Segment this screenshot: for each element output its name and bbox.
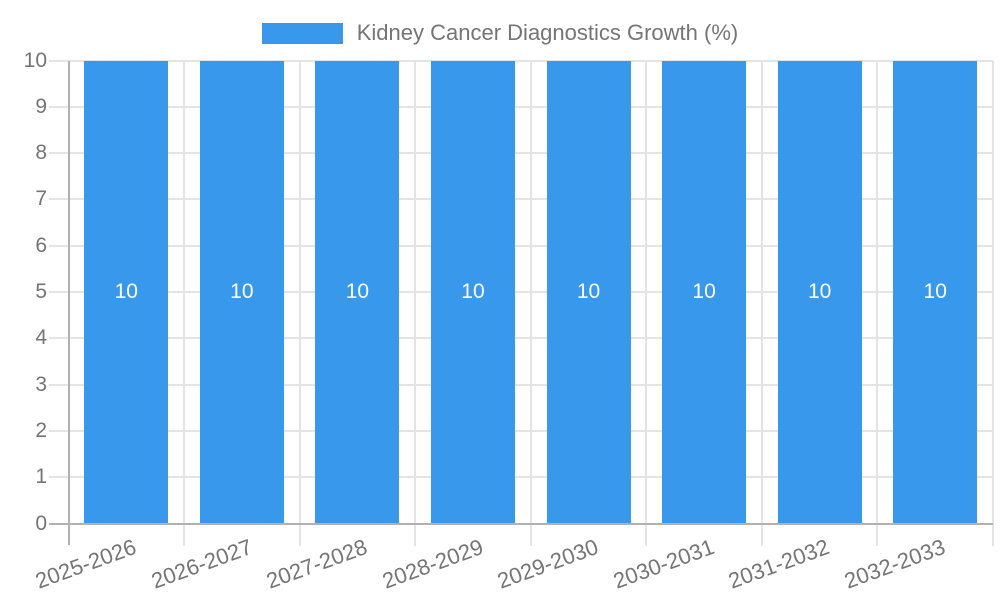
y-tick-label: 9 xyxy=(35,94,47,118)
gridline-y xyxy=(48,383,993,386)
y-tick-label: 4 xyxy=(35,326,47,350)
x-axis-tick xyxy=(529,523,532,546)
x-category-label: 2031-2032 xyxy=(725,534,833,594)
x-axis-tick xyxy=(414,523,417,546)
y-tick-label: 5 xyxy=(35,280,47,303)
bar-value-label: 10 xyxy=(345,280,370,303)
y-axis-line xyxy=(67,60,70,545)
y-tick-label: 6 xyxy=(35,233,47,257)
bar-value-label: 10 xyxy=(461,280,485,303)
bar-value-label: 10 xyxy=(230,280,254,303)
bar-value-label: 10 xyxy=(692,280,716,303)
gridline-y xyxy=(48,105,993,108)
legend-label: Kidney Cancer Diagnostics Growth (%) xyxy=(356,20,739,45)
gridline-y xyxy=(48,152,993,155)
gridline-y xyxy=(48,59,993,62)
gridline-y xyxy=(48,337,993,340)
gridline-y xyxy=(48,244,993,247)
x-category-label: 2026-2027 xyxy=(147,534,256,594)
x-category-label: 2032-2033 xyxy=(841,534,949,594)
gridline-x-boundary xyxy=(529,60,532,524)
x-axis-line xyxy=(48,522,993,525)
gridline-x-boundary xyxy=(876,60,879,524)
bar[interactable] xyxy=(84,60,169,524)
bar[interactable] xyxy=(662,60,747,524)
bar[interactable] xyxy=(315,60,400,524)
x-category-label: 2028-2029 xyxy=(378,534,487,594)
x-axis-tick xyxy=(992,523,994,546)
y-tick-label: 8 xyxy=(35,141,47,165)
bar-value-label: 10 xyxy=(923,280,947,303)
x-axis-tick xyxy=(760,523,763,546)
gridline-x-boundary xyxy=(992,60,994,524)
gridline-y xyxy=(48,291,993,293)
gridline-x-boundary xyxy=(645,60,648,524)
x-axis-tick xyxy=(876,523,879,546)
legend-swatch xyxy=(261,22,343,44)
x-category-label: 2030-2031 xyxy=(609,534,718,594)
chart-legend: Kidney Cancer Diagnostics Growth (%) xyxy=(0,20,1000,46)
gridline-x-boundary xyxy=(760,60,763,524)
x-category-label: 2029-2030 xyxy=(494,534,602,594)
gridline-y xyxy=(48,429,993,432)
gridline-x-boundary xyxy=(298,60,301,524)
y-tick-label: 2 xyxy=(35,418,47,442)
bar[interactable] xyxy=(430,60,515,524)
y-tick-label: 10 xyxy=(23,48,47,72)
bar-value-label: 10 xyxy=(807,280,832,303)
gridline-y xyxy=(48,198,993,201)
bar[interactable] xyxy=(199,60,284,524)
x-axis-tick xyxy=(183,523,186,546)
y-tick-label: 1 xyxy=(35,465,47,489)
y-tick-label: 7 xyxy=(35,187,47,211)
x-category-label: 2025-2026 xyxy=(32,534,140,594)
x-axis-tick xyxy=(645,523,648,546)
bar[interactable] xyxy=(546,60,631,524)
gridline-x-boundary xyxy=(183,60,186,524)
x-category-label: 2027-2028 xyxy=(263,534,371,594)
bar[interactable] xyxy=(893,60,978,524)
y-tick-label: 3 xyxy=(35,372,47,396)
x-axis-tick xyxy=(298,523,301,546)
gridline-y xyxy=(48,476,993,479)
bar-value-label: 10 xyxy=(576,280,601,303)
bar-value-label: 10 xyxy=(114,280,138,303)
gridline-x-boundary xyxy=(414,60,417,524)
y-tick-label: 0 xyxy=(35,511,47,535)
bar[interactable] xyxy=(777,60,862,524)
